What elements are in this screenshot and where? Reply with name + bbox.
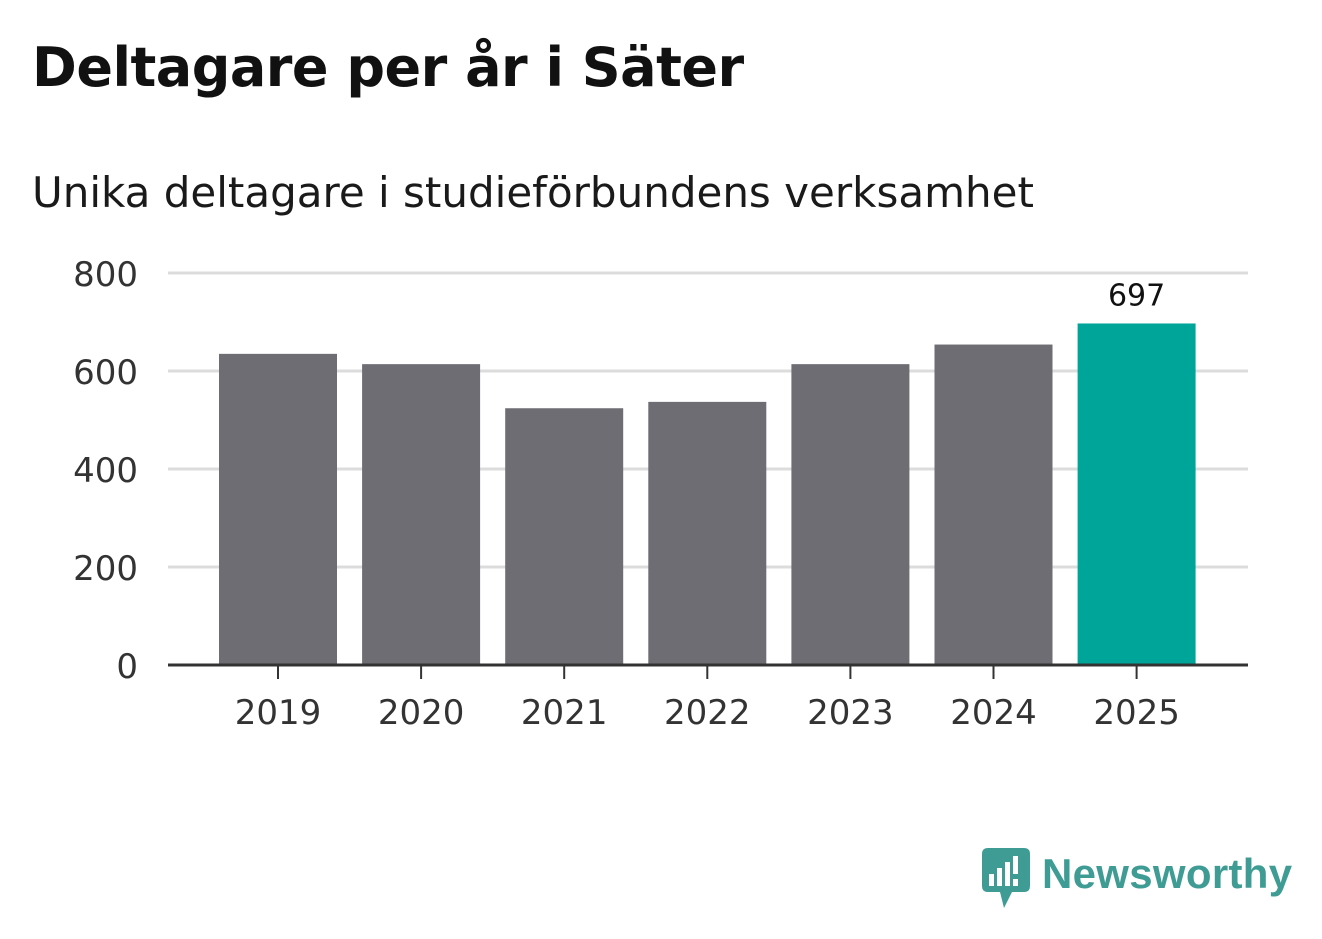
newsworthy-logo: Newsworthy [982,848,1292,910]
x-tick-label: 2021 [521,693,608,733]
x-axis-ticks: 2019 2020 2021 2022 2023 2024 2025 [235,665,1180,733]
bar-highlight [1077,323,1196,665]
y-axis-ticks: 0 200 400 600 800 [73,255,138,687]
x-tick-label: 2023 [807,693,894,733]
bar [505,408,624,665]
bar [362,364,481,665]
x-tick-label: 2025 [1093,693,1180,733]
bars [219,323,1196,665]
y-tick-label: 400 [73,451,138,491]
newsworthy-wordmark: Newsworthy [1042,850,1293,897]
bar [934,344,1053,665]
x-tick-label: 2019 [235,693,322,733]
chart-subtitle: Unika deltagare i studieförbundens verks… [32,168,1034,217]
bar [219,353,337,665]
data-label: 697 [1108,278,1165,313]
data-labels: 697 [1108,278,1165,313]
x-tick-label: 2024 [950,693,1037,733]
y-tick-label: 0 [116,647,138,687]
chart-title: Deltagare per år i Säter [32,36,744,99]
x-tick-label: 2022 [664,693,751,733]
bar [791,364,910,665]
y-tick-label: 600 [73,353,138,393]
x-tick-label: 2020 [378,693,465,733]
y-tick-label: 200 [73,549,138,589]
y-tick-label: 800 [73,255,138,295]
bar [648,401,767,665]
newsworthy-chart-icon [982,848,1030,908]
